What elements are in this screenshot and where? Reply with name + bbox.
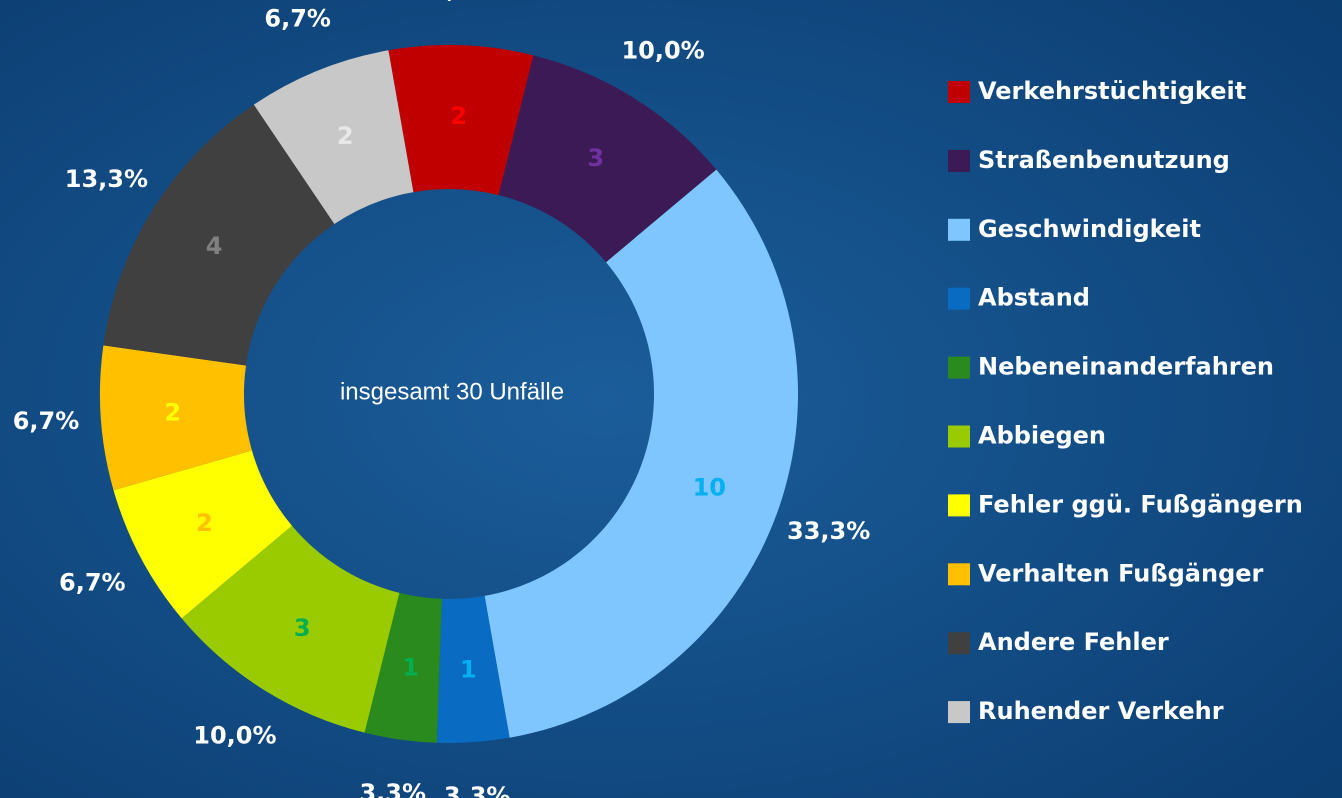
slice: [498, 55, 717, 263]
legend-label: Verhalten Fußgänger: [978, 559, 1264, 587]
legend-label: Straßenbenutzung: [978, 146, 1230, 174]
legend-label: Geschwindigkeit: [978, 215, 1201, 243]
legend-label: Verkehrstüchtigkeit: [978, 77, 1246, 105]
percentage-label: 10,0%: [621, 36, 704, 64]
percentage-label: 6,7%: [264, 4, 331, 32]
slice: [113, 450, 292, 619]
count-label: 3: [587, 144, 604, 172]
percentage-label: 3,3%: [359, 779, 426, 798]
percentage-label: 6,7%: [430, 0, 497, 3]
count-label: 2: [164, 398, 181, 426]
slice: [253, 50, 414, 225]
legend-swatch: [948, 149, 970, 172]
legend-swatch: [948, 425, 970, 448]
legend-label: Fehler ggü. Fußgängern: [978, 490, 1303, 518]
legend-swatch: [948, 494, 970, 517]
slice: [103, 104, 335, 366]
count-label: 1: [402, 653, 419, 681]
percentage-label: 33,3%: [787, 517, 870, 545]
legend-label: Ruhender Verkehr: [978, 697, 1224, 725]
percentage-label: 6,7%: [13, 407, 80, 435]
count-label: 2: [196, 509, 213, 537]
count-label: 2: [450, 102, 467, 130]
percentage-label: 13,3%: [65, 165, 148, 193]
percentage-label: 6,7%: [59, 569, 126, 597]
legend-label: Abbiegen: [978, 422, 1106, 450]
count-label: 10: [693, 474, 726, 502]
slice: [436, 595, 510, 743]
count-label: 4: [206, 232, 223, 260]
count-label: 2: [337, 122, 354, 150]
legend-swatch: [948, 632, 970, 655]
legend-swatch: [948, 356, 970, 379]
legend-swatch: [948, 81, 970, 103]
slice: [484, 169, 798, 738]
slice: [388, 45, 534, 196]
slice: [364, 592, 442, 743]
slice: [99, 345, 252, 491]
center-text: insgesamt 30 Unfälle: [340, 378, 564, 405]
slice: [181, 525, 400, 733]
legend-swatch: [948, 701, 970, 724]
legend-swatch: [948, 287, 970, 310]
percentage-label: 10,0%: [193, 722, 276, 750]
percentage-label: 3,3%: [444, 782, 511, 798]
legend-swatch: [948, 218, 970, 241]
legend-label: Nebeneinanderfahren: [978, 353, 1274, 381]
count-label: 3: [294, 614, 311, 642]
legend-swatch: [948, 563, 970, 586]
legend-label: Abstand: [978, 284, 1090, 312]
count-label: 1: [460, 655, 477, 683]
legend-label: Andere Fehler: [978, 628, 1169, 656]
